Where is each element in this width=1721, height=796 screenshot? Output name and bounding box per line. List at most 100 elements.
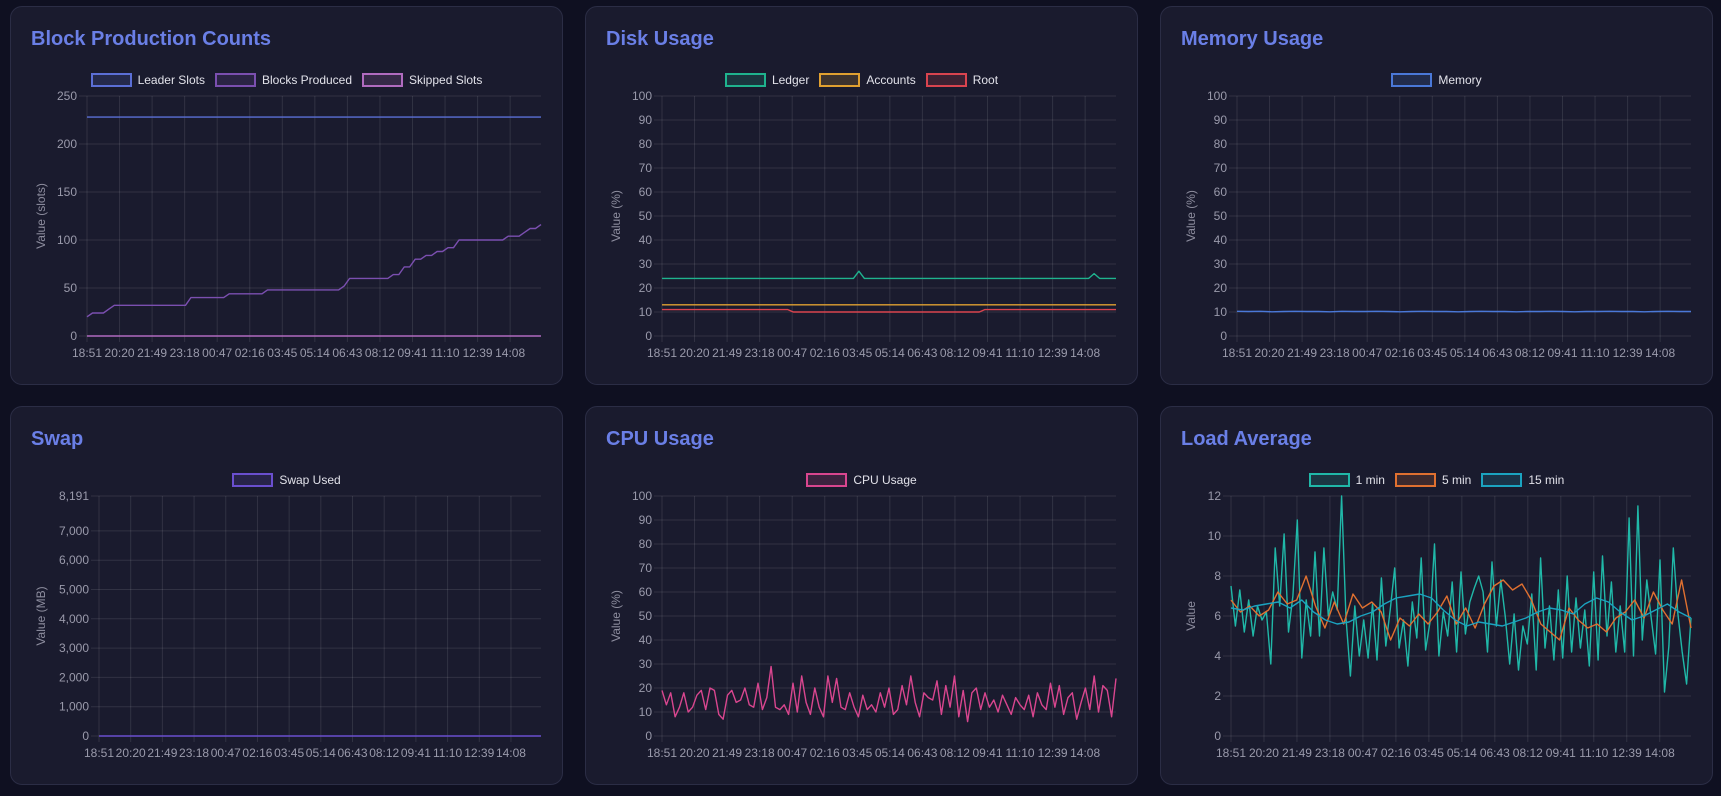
y-tick-label: 200	[57, 137, 77, 151]
legend-item[interactable]: 5 min	[1394, 473, 1471, 487]
card-title: Disk Usage	[606, 28, 714, 50]
x-tick-label: 18:51	[647, 746, 677, 760]
card-memory-usage: Memory Usage Memory 0 10 20 30 40 50 60 70 80 90 1…	[1160, 6, 1713, 385]
legend-item[interactable]: Leader Slots	[90, 73, 205, 87]
legend-swatch	[362, 73, 404, 87]
x-tick-label: 00:47	[1348, 746, 1378, 760]
y-tick-label: 60	[1214, 185, 1228, 199]
y-tick-label: 100	[632, 489, 652, 503]
x-tick-label: 12:39	[463, 346, 493, 360]
x-tick-label: 18:51	[72, 346, 102, 360]
y-tick-label: 4	[1214, 649, 1221, 663]
y-tick-label: 20	[639, 281, 653, 295]
legend-item[interactable]: Root	[925, 73, 998, 87]
x-tick-label: 14:08	[1070, 346, 1100, 360]
x-tick-label: 05:14	[1447, 746, 1477, 760]
y-tick-label: 6	[1214, 609, 1221, 623]
x-tick-label: 23:18	[170, 346, 200, 360]
x-tick-label: 18:51	[84, 746, 114, 760]
y-tick-label: 50	[1214, 209, 1228, 223]
legend-item[interactable]: Ledger	[724, 73, 809, 87]
x-tick-label: 11:10	[1005, 746, 1034, 760]
legend-item[interactable]: CPU Usage	[806, 473, 917, 487]
legend-item[interactable]: 1 min	[1308, 473, 1385, 487]
y-tick-label: 80	[639, 537, 653, 551]
card-title: Load Average	[1181, 428, 1312, 450]
legend-swatch	[724, 73, 766, 87]
y-tick-label: 100	[57, 233, 77, 247]
legend-swatch	[90, 73, 132, 87]
legend-item[interactable]: Skipped Slots	[362, 73, 482, 87]
y-tick-label: 50	[64, 281, 78, 295]
x-tick-label: 14:08	[496, 746, 526, 760]
x-tick-label: 14:08	[1070, 746, 1100, 760]
x-tick-label: 11:10	[1580, 346, 1609, 360]
y-tick-label: 5,000	[59, 582, 89, 596]
y-tick-label: 70	[1214, 161, 1228, 175]
legend-swatch	[1394, 473, 1436, 487]
legend-item[interactable]: Swap Used	[232, 473, 341, 487]
x-tick-label: 06:43	[1480, 746, 1510, 760]
x-tick-label: 02:16	[810, 346, 840, 360]
x-tick-label: 11:10	[1579, 746, 1608, 760]
card-block-production-counts: Block Production Counts Leader Slots Bloc…	[10, 6, 563, 385]
y-tick-label: 30	[639, 257, 653, 271]
x-tick-label: 03:45	[1417, 346, 1447, 360]
chart-canvas: 0 10 20 30 40 50 60 70 80 90 100 18:51 20:20 21:49 23:…	[609, 89, 1116, 360]
y-tick-label: 80	[1214, 137, 1228, 151]
x-tick-label: 09:41	[401, 746, 431, 760]
y-tick-label: 80	[639, 137, 653, 151]
chart-canvas: 0 10 20 30 40 50 60 70 80 90 100 18:51 20:20 21:49 23:…	[609, 489, 1117, 760]
y-axis-title: Value	[1184, 601, 1198, 631]
legend-swatch	[1308, 473, 1350, 487]
x-tick-label: 03:45	[842, 746, 872, 760]
x-tick-label: 11:10	[1005, 346, 1034, 360]
legend-item[interactable]: 15 min	[1481, 473, 1564, 487]
x-tick-label: 12:39	[1038, 746, 1068, 760]
x-tick-label: 09:41	[1546, 746, 1576, 760]
series-line-root	[662, 308, 1116, 313]
x-tick-label: 00:47	[777, 346, 807, 360]
y-tick-label: 6,000	[59, 553, 89, 567]
x-tick-label: 20:20	[1255, 346, 1285, 360]
series-line-memory	[1236, 310, 1691, 313]
dashboard-grid: Block Production Counts Leader Slots Bloc…	[10, 6, 1713, 785]
x-tick-label: 03:45	[274, 746, 304, 760]
legend-label: Memory	[1438, 73, 1482, 87]
series-line-15-min	[1230, 593, 1692, 627]
y-tick-label: 50	[639, 609, 653, 623]
x-tick-label: 23:18	[745, 746, 775, 760]
x-tick-label: 20:20	[116, 746, 146, 760]
x-tick-label: 14:08	[495, 346, 525, 360]
x-tick-label: 08:12	[940, 746, 970, 760]
legend-item[interactable]: Accounts	[819, 73, 916, 87]
x-tick-label: 12:39	[464, 746, 494, 760]
chart-legend: 1 min 5 min 15 min	[1161, 473, 1712, 487]
x-tick-label: 23:18	[179, 746, 209, 760]
x-tick-label: 21:49	[1282, 746, 1312, 760]
x-tick-label: 00:47	[211, 746, 241, 760]
card-title: CPU Usage	[606, 428, 714, 450]
x-tick-label: 14:08	[1645, 746, 1675, 760]
chart-legend: Ledger Accounts Root	[586, 73, 1137, 87]
card-title: Swap	[31, 428, 84, 450]
x-tick-label: 21:49	[137, 346, 167, 360]
x-tick-label: 02:16	[1385, 346, 1415, 360]
y-tick-label: 60	[639, 585, 653, 599]
x-tick-label: 11:10	[430, 346, 459, 360]
x-tick-label: 05:14	[300, 346, 330, 360]
x-tick-label: 02:16	[235, 346, 265, 360]
legend-item[interactable]: Memory	[1391, 73, 1482, 87]
y-axis-title: Value (slots)	[34, 183, 48, 249]
y-tick-label: 90	[639, 113, 653, 127]
x-tick-label: 02:16	[242, 746, 272, 760]
x-tick-label: 23:18	[1320, 346, 1350, 360]
x-tick-label: 21:49	[712, 346, 742, 360]
card-swap: Swap Swap Used 0 1,000 2,000 3,000 4,000 5,00…	[10, 406, 563, 785]
legend-label: 15 min	[1528, 473, 1565, 487]
y-tick-label: 50	[639, 209, 653, 223]
legend-item[interactable]: Blocks Produced	[214, 73, 352, 87]
y-tick-label: 12	[1208, 489, 1222, 503]
y-tick-label: 0	[645, 329, 652, 343]
